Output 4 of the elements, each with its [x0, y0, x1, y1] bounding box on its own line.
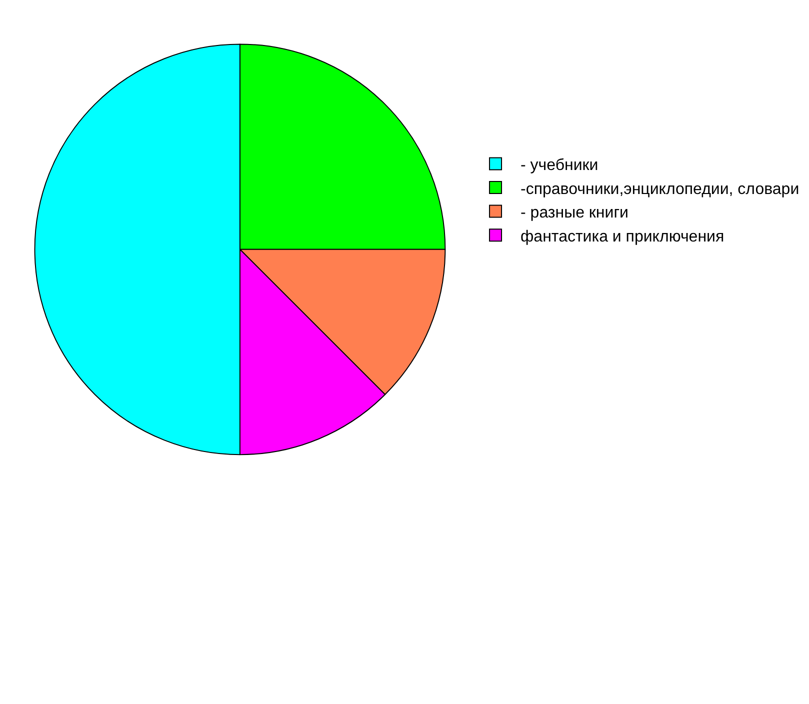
- legend-label: -справочники,энциклопедии, словари: [520, 180, 800, 198]
- legend-label: фантастика и приключения: [520, 228, 724, 246]
- legend-label: - учебники: [520, 156, 598, 174]
- legend-label: - разные книги: [520, 204, 628, 222]
